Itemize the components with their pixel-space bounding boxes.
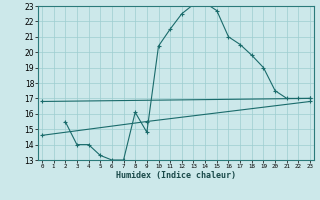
X-axis label: Humidex (Indice chaleur): Humidex (Indice chaleur) — [116, 171, 236, 180]
